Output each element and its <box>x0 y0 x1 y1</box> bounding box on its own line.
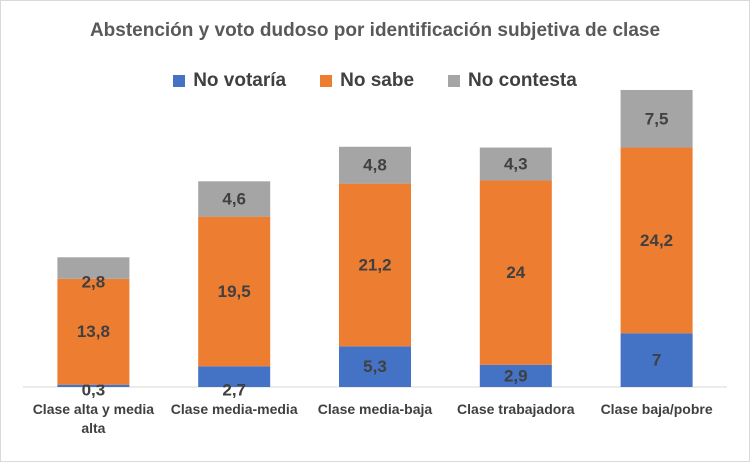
bar-no-sabe-0 <box>57 278 130 385</box>
chart-title: Abstención y voto dudoso por identificac… <box>89 20 661 41</box>
data-label-no-votaria-3: 2,9 <box>504 366 528 385</box>
bar-no-contesta-1 <box>198 181 271 217</box>
data-label-no-votaria-1: 2,7 <box>222 381 246 400</box>
bar-no-contesta-3 <box>479 147 552 181</box>
bar-no-sabe-2 <box>339 183 411 347</box>
legend-item-no-sabe: No sabe <box>320 70 414 92</box>
bar-no-votaria-0 <box>57 384 130 387</box>
data-label-no-sabe-4: 24,2 <box>640 231 673 250</box>
bar-no-contesta-4 <box>620 89 693 148</box>
bar-no-votaria-4 <box>620 333 693 387</box>
bar-no-votaria-1 <box>198 366 271 387</box>
bar-no-sabe-1 <box>198 216 271 367</box>
category-label-1: Clase media-media <box>171 401 298 417</box>
bar-no-votaria-3 <box>479 364 552 387</box>
category-label-4: Clase baja/pobre <box>601 401 713 417</box>
category-label-0: Clase alta y media alta <box>33 401 155 436</box>
bar-no-votaria-2 <box>339 346 411 387</box>
legend-swatch-no-votaria <box>173 75 186 87</box>
legend-swatch-no-contesta <box>448 75 461 87</box>
data-label-no-votaria-2: 5,3 <box>363 357 387 376</box>
bar-no-contesta-0 <box>57 257 130 279</box>
category-label-2: Clase media-baja <box>318 401 433 417</box>
bar-no-contesta-2 <box>339 146 411 184</box>
bar-no-sabe-3 <box>479 180 552 365</box>
data-label-no-contesta-4: 7,5 <box>645 109 669 128</box>
data-label-no-sabe-0: 13,8 <box>77 322 110 341</box>
legend-label-no-votaria: No votaría <box>193 70 287 91</box>
chart-legend: No votaría No sabe No contesta <box>0 70 750 92</box>
legend-item-no-contesta: No contesta <box>448 70 577 92</box>
data-label-no-contesta-2: 4,8 <box>363 156 387 175</box>
data-label-no-contesta-1: 4,6 <box>222 189 246 208</box>
bar-no-sabe-4 <box>620 147 693 334</box>
legend-label-no-contesta: No contesta <box>468 70 577 91</box>
data-label-no-contesta-3: 4,3 <box>504 155 528 174</box>
data-label-no-sabe-3: 24 <box>506 263 525 282</box>
category-label-3: Clase trabajadora <box>457 401 575 417</box>
data-label-no-contesta-0: 2,8 <box>82 272 106 291</box>
legend-item-no-votaria: No votaría <box>173 70 286 92</box>
data-label-no-votaria-4: 7 <box>652 351 661 370</box>
legend-label-no-sabe: No sabe <box>340 70 415 91</box>
data-label-no-votaria-0: 0,3 <box>82 381 106 400</box>
data-label-no-sabe-1: 19,5 <box>218 282 251 301</box>
legend-swatch-no-sabe <box>320 75 333 87</box>
data-label-no-sabe-2: 21,2 <box>358 255 391 274</box>
